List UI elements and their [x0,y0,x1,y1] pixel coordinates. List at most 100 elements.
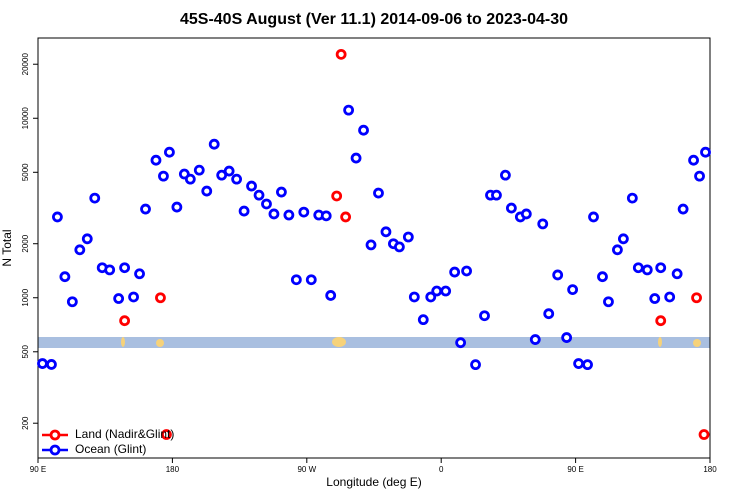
y-tick-label: 200 [21,416,30,430]
y-tick-label: 500 [21,345,30,359]
plot-frame [37,37,711,459]
point [380,226,392,238]
point [500,169,511,181]
point [52,211,63,223]
point [479,310,490,322]
point [193,164,205,176]
point [335,48,347,60]
point [688,154,699,166]
point [59,271,71,283]
point [104,264,116,276]
land-patch [693,339,701,347]
point [655,262,667,274]
point [529,334,541,345]
x-axis-label: Longitude (deg E) [326,475,421,489]
point [74,244,86,256]
point [700,146,711,158]
point [431,285,443,297]
point [393,241,405,253]
point [119,315,131,327]
point [119,262,131,274]
point [402,231,414,243]
x-tick-label: 90 E [30,465,46,474]
point [358,124,369,136]
land-patch [658,337,662,347]
point [612,244,623,256]
point [320,210,332,222]
legend-marker [49,444,61,456]
point [150,154,162,166]
legend-marker [49,429,61,441]
point [164,146,175,158]
point [208,138,220,150]
x-tick-label: 180 [703,465,717,474]
point [305,274,317,286]
point [573,358,584,369]
point [268,208,280,220]
point [561,332,573,343]
y-axis-label: N Total [0,229,14,266]
point [567,284,579,296]
point [671,268,683,280]
point [231,173,243,185]
point [603,296,614,308]
point [343,104,355,116]
point [664,291,676,303]
point [417,314,429,326]
point [201,185,213,197]
point [632,262,644,274]
point [283,209,295,221]
point [597,271,608,283]
land-patch [156,339,164,347]
point [66,296,78,308]
point [340,211,352,223]
point [81,233,93,245]
point [655,315,667,327]
point [552,269,564,281]
point [455,337,467,349]
point [641,264,653,276]
point [582,359,593,371]
y-tick-label: 10000 [21,107,30,130]
y-tick-label: 2000 [21,234,30,252]
point [276,186,287,198]
x-tick-label: 90 W [297,465,316,474]
point [37,358,48,369]
x-tick-label: 180 [166,465,180,474]
point [140,203,151,215]
point [537,218,549,230]
point [617,233,629,245]
point [698,429,710,440]
point [425,291,437,303]
point [408,291,420,303]
chart-title: 45S-40S August (Ver 11.1) 2014-09-06 to … [180,11,568,28]
point [677,203,689,215]
ocean-strip [38,337,710,348]
point [350,152,362,164]
point [253,189,265,201]
x-tick-label: 90 E [567,465,583,474]
point [298,206,310,218]
point [505,202,517,214]
point [134,268,145,280]
point [588,211,599,223]
map-strip [38,337,710,348]
point [128,291,139,303]
point [238,205,250,217]
point [449,266,461,278]
point [691,292,702,304]
point [158,170,169,182]
point [171,201,183,213]
point [89,192,101,204]
point [331,190,343,202]
point [261,198,272,210]
legend-label: Land (Nadir&Glint) [75,427,174,441]
point [184,173,196,185]
point [246,180,257,192]
y-tick-label: 5000 [21,163,30,181]
point [223,165,235,177]
point [520,208,532,220]
point [491,189,502,201]
point [290,274,302,286]
